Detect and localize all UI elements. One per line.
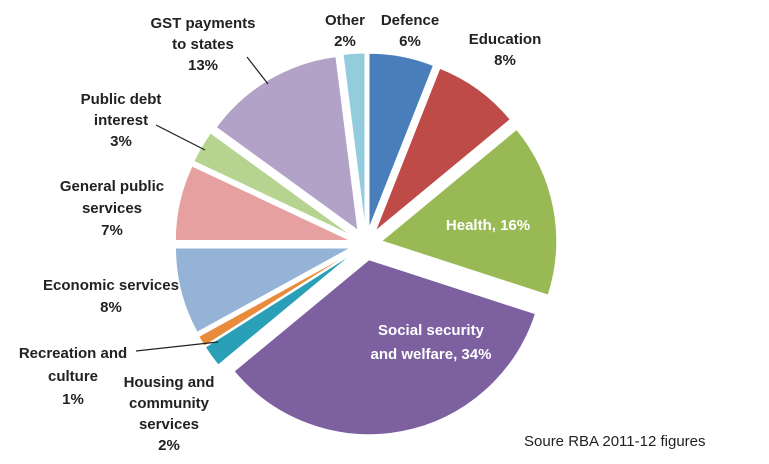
leader-line: [135, 341, 219, 352]
slice-label-line: General public: [60, 178, 164, 195]
pie-slice: [198, 251, 353, 347]
pie-slice: [233, 259, 537, 436]
slice-label-line: community: [129, 395, 210, 412]
slice-label-line: Recreation and: [19, 345, 127, 362]
slice-label-line: 2%: [334, 33, 356, 50]
slice-label-line: 7%: [101, 222, 123, 239]
slice-label-line: 8%: [494, 52, 516, 69]
slice-label-line: Social security: [378, 322, 485, 339]
slice-label-line: Education: [469, 31, 542, 48]
slice-label: Housing and community services 2%: [124, 374, 215, 454]
leader-lines: [135, 56, 269, 352]
slice-label: Social security and welfare, 34%: [371, 322, 492, 363]
leader-line: [155, 124, 206, 151]
slice-label: Other 2%: [325, 12, 365, 50]
slice-labels: Defence 6% Education 8% Health, 16% Social se…: [19, 12, 541, 454]
slice-label-line: GST payments: [150, 15, 255, 32]
slice-label: Education 8%: [469, 31, 542, 69]
slice-label-line: 8%: [100, 299, 122, 316]
pie-slice: [374, 67, 511, 232]
pie-slices: [174, 52, 558, 436]
slice-label: Public debt interest 3%: [81, 91, 162, 150]
source-note: Soure RBA 2011-12 figures: [524, 433, 706, 450]
leader-line: [246, 56, 269, 85]
slice-label-line: Public debt: [81, 91, 162, 108]
slice-label: General public services 7%: [60, 178, 164, 239]
pie-slice: [368, 52, 435, 229]
slice-label-line: Health, 16%: [446, 217, 530, 234]
slice-label-line: Defence: [381, 12, 439, 29]
pie-slice: [193, 132, 353, 237]
slice-label-line: 13%: [188, 57, 218, 74]
slice-label-line: services: [82, 200, 142, 217]
slice-label: Recreation and culture 1%: [19, 345, 127, 408]
slice-label-line: culture: [48, 368, 98, 385]
slice-label-line: to states: [172, 36, 234, 53]
pie-slice: [175, 247, 351, 333]
slice-label-line: 3%: [110, 133, 132, 150]
slice-label-line: Other: [325, 12, 365, 29]
slice-label-line: 2%: [158, 437, 180, 454]
slice-label-line: Housing and: [124, 374, 215, 391]
pie-slice: [204, 252, 354, 366]
slice-label-line: interest: [94, 112, 148, 129]
slice-label: GST payments to states 13%: [150, 15, 255, 74]
pie-slice: [380, 128, 558, 296]
slice-label: Economic services 8%: [43, 277, 179, 316]
slice-label-line: 1%: [62, 391, 84, 408]
slice-label-line: services: [139, 416, 199, 433]
pie-slice: [215, 56, 359, 232]
pie-slice: [174, 165, 351, 242]
slice-label: Health, 16%: [446, 217, 530, 234]
slice-label-line: and welfare, 34%: [371, 346, 492, 363]
slice-label-line: Economic services: [43, 277, 179, 294]
slice-label: Defence 6%: [381, 12, 439, 50]
slice-label-line: 6%: [399, 33, 421, 50]
pie-slice: [342, 52, 366, 229]
